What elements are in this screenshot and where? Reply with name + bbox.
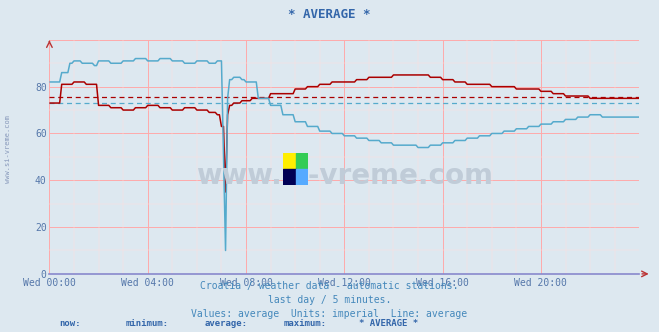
Text: average:: average: [204, 319, 247, 328]
Text: minimum:: minimum: [125, 319, 168, 328]
Bar [296, 153, 308, 169]
Bar [283, 153, 296, 169]
Text: maximum:: maximum: [283, 319, 326, 328]
Bar [283, 169, 296, 185]
Text: last day / 5 minutes.: last day / 5 minutes. [268, 295, 391, 305]
Text: Croatia / weather data - automatic stations.: Croatia / weather data - automatic stati… [200, 281, 459, 290]
Text: now:: now: [59, 319, 81, 328]
Bar [296, 169, 308, 185]
Text: www.si-vreme.com: www.si-vreme.com [196, 162, 493, 190]
Text: www.si-vreme.com: www.si-vreme.com [5, 116, 11, 183]
Text: * AVERAGE *: * AVERAGE * [359, 319, 418, 328]
Text: Values: average  Units: imperial  Line: average: Values: average Units: imperial Line: av… [191, 309, 468, 319]
Text: * AVERAGE *: * AVERAGE * [288, 8, 371, 21]
